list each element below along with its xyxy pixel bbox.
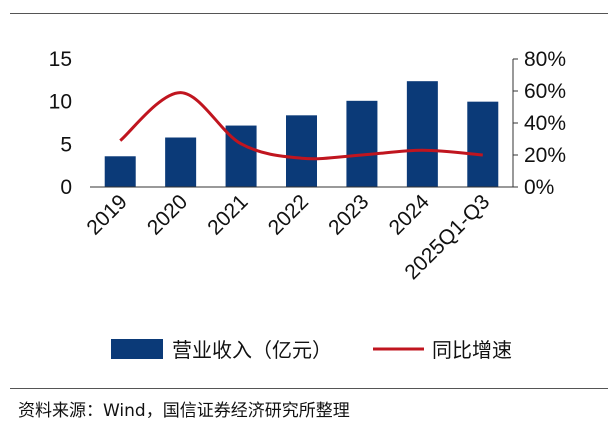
left-axis-ticks: 0 5 10 15	[49, 48, 72, 199]
right-tick-label: 40%	[524, 112, 566, 135]
right-tick-label: 60%	[524, 80, 566, 103]
x-tick-label: 2022	[264, 190, 313, 239]
revenue-bar-2020	[165, 137, 197, 187]
x-tick-label: 2023	[324, 190, 373, 239]
revenue-bar-2023	[346, 100, 378, 187]
bottom-rule	[10, 388, 608, 389]
revenue-bars	[104, 81, 499, 187]
right-tick-label: 0%	[524, 176, 554, 199]
growth-line	[119, 91, 483, 161]
right-tick-label: 20%	[524, 144, 566, 167]
top-rule	[10, 13, 608, 14]
x-tick-label: 2021	[203, 190, 252, 239]
legend-bar-label: 营业收入（亿元）	[172, 338, 332, 362]
legend-bar-swatch	[111, 339, 163, 359]
revenue-bar-2024	[406, 81, 438, 187]
x-tick-label: 2019	[82, 190, 131, 239]
revenue-bar-2022	[286, 115, 317, 187]
right-axis-ticks: 0% 20% 40% 60% 80%	[513, 48, 566, 199]
revenue-bar-2025q1-q3	[467, 101, 499, 187]
left-tick-label: 10	[49, 91, 72, 114]
left-tick-label: 0	[60, 176, 72, 199]
right-tick-label: 80%	[524, 48, 566, 71]
left-tick-label: 5	[60, 133, 72, 156]
revenue-bar-2019	[104, 156, 136, 187]
legend-line-label: 同比增速	[432, 338, 512, 362]
x-tick-label: 2020	[143, 190, 192, 239]
left-tick-label: 15	[49, 48, 72, 71]
source-note: 资料来源：Wind，国信证券经济研究所整理	[18, 401, 350, 421]
x-tick-label: 2024	[385, 190, 435, 240]
legend: 营业收入（亿元） 同比增速	[111, 338, 512, 362]
